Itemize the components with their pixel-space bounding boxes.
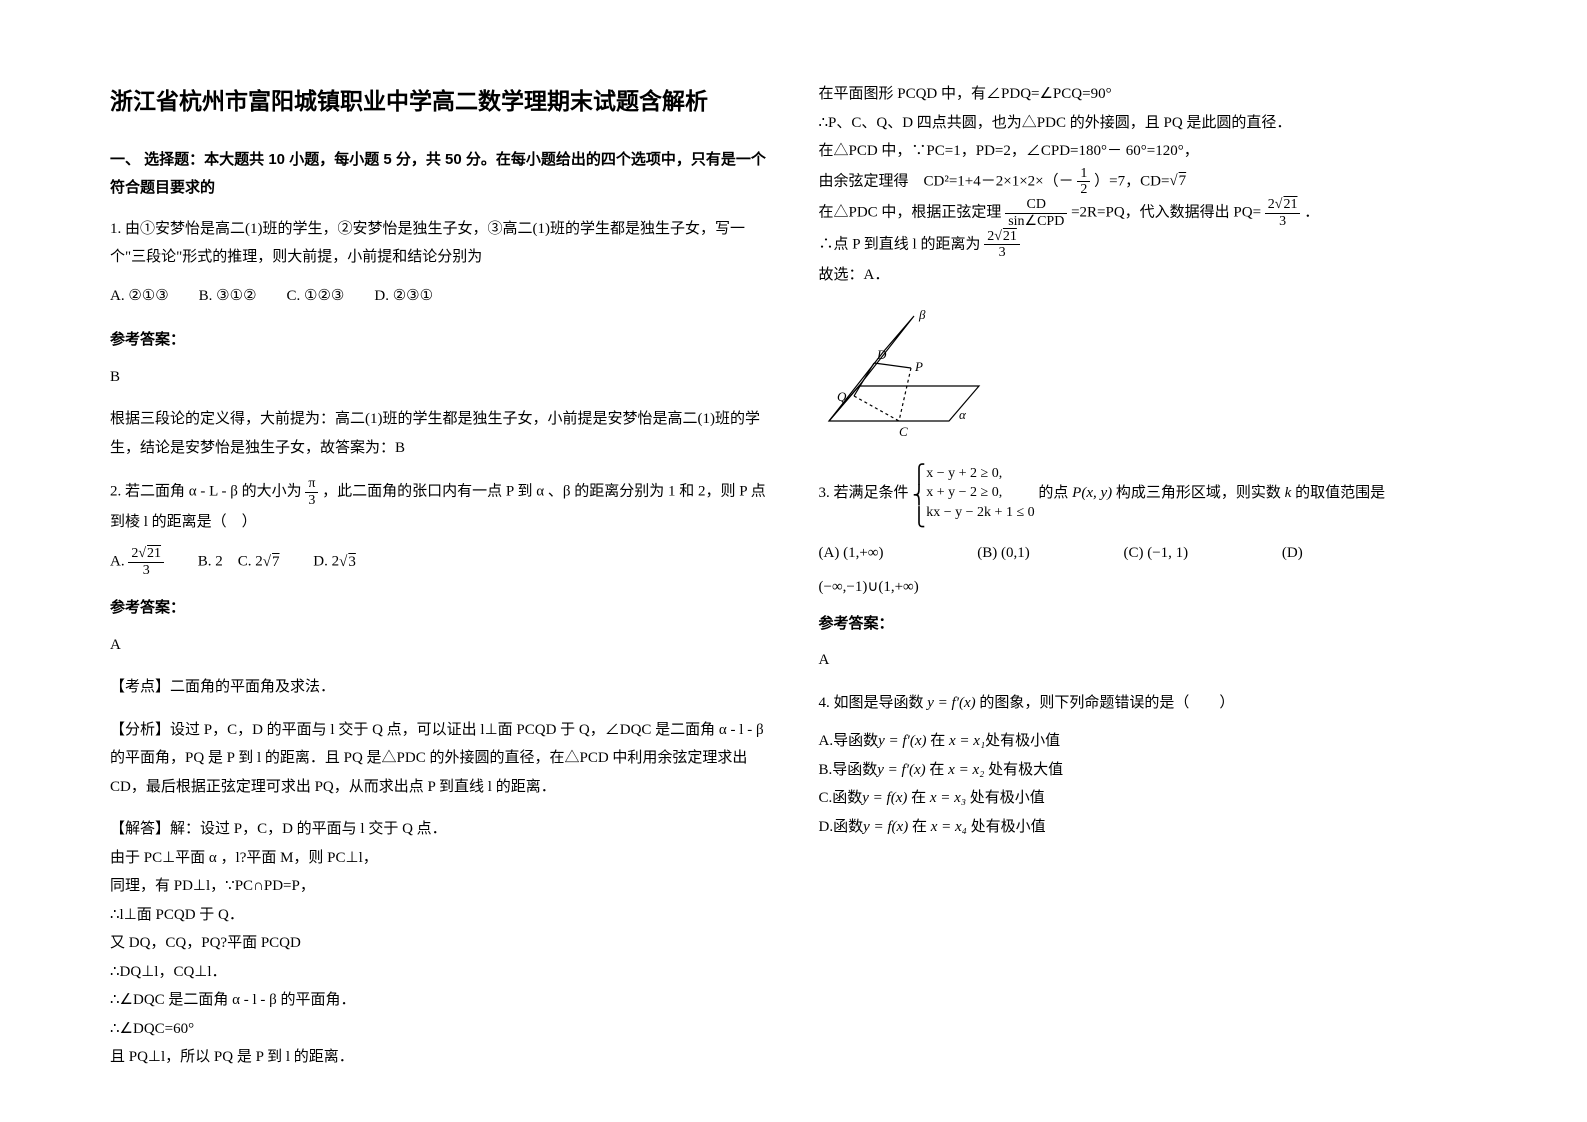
- section-1-title: 一、 选择题：本大题共 10 小题，每小题 5 分，共 50 分。在每小题给出的…: [110, 146, 769, 203]
- q2-text: 2. 若二面角 α - L - β 的大小为 π 3 ，此二面角的张口内有一点 …: [110, 476, 769, 536]
- frac-den: 3: [305, 493, 318, 508]
- q1-answer-label: 参考答案：: [110, 326, 769, 355]
- frac-2s21-3: 221 3: [1265, 197, 1301, 229]
- c2-l7: 故选：A．: [819, 261, 1478, 290]
- q2-s1: 【解答】解：设过 P，C，D 的平面与 l 交于 Q 点．: [110, 815, 769, 844]
- q2-opt-rest: B. 2 C. 2: [168, 554, 263, 570]
- svg-text:β: β: [918, 307, 926, 322]
- q1-text: 1. 由①安梦怡是高二(1)班的学生，②安梦怡是独生子女，③高二(1)班的学生都…: [110, 215, 769, 272]
- q2-s5: 又 DQ，CQ，PQ?平面 PCQD: [110, 929, 769, 958]
- svg-text:C: C: [899, 424, 908, 439]
- q4-C: C.函数y = f(x) 在 x = x₃ 处有极小值: [819, 784, 1478, 813]
- q1-explain: 根据三段论的定义得，大前提为：高二(1)班的学生都是独生子女，小前提是安梦怡是高…: [110, 405, 769, 462]
- q4-text: 4. 如图是导函数 y = f′(x) 的图象，则下列命题错误的是（ ）: [819, 689, 1478, 718]
- q3-system: x − y + 2 ≥ 0, x + y − 2 ≥ 0, kx − y − 2…: [912, 464, 1034, 523]
- frac-cd-sin: CD sin∠CPD: [1005, 197, 1067, 229]
- frac-num: 221: [128, 546, 164, 562]
- q4-B: B.导函数y = f′(x) 在 x = x₂ 处有极大值: [819, 756, 1478, 785]
- c2-l5: 在△PDC 中，根据正弦定理 CD sin∠CPD =2R=PQ，代入数据得出 …: [819, 197, 1478, 229]
- figure-svg: β D P Q C α: [819, 301, 999, 441]
- q2-answer-label: 参考答案：: [110, 594, 769, 623]
- q2-s9: 且 PQ⊥l，所以 PQ 是 P 到 l 的距离．: [110, 1043, 769, 1072]
- q2-optA-frac: 221 3: [128, 546, 164, 578]
- q3-optD2: (−∞,−1)∪(1,+∞): [819, 573, 1478, 602]
- q2-answer: A: [110, 631, 769, 660]
- c2-l4: 由余弦定理得 CD²=1+4－2×1×2×（－ 1 2 ）=7，CD=7: [819, 166, 1478, 198]
- q2-s2: 由于 PC⊥平面 α ，l?平面 M，则 PC⊥l，: [110, 844, 769, 873]
- q2-opt-rest2: D. 2: [283, 554, 339, 570]
- q2-s8: ∴∠DQC=60°: [110, 1015, 769, 1044]
- q2-s3: 同理，有 PD⊥l，∵PC∩PD=P，: [110, 872, 769, 901]
- pi-over-3: π 3: [305, 476, 318, 508]
- q1-options: A. ②①③ B. ③①② C. ①②③ D. ②③①: [110, 282, 769, 311]
- q3-answer-label: 参考答案：: [819, 610, 1478, 639]
- sqrt7: 7: [271, 554, 280, 570]
- q2-intro: 2. 若二面角 α - L - β 的大小为: [110, 484, 302, 500]
- svg-text:P: P: [914, 359, 923, 374]
- svg-text:D: D: [876, 347, 887, 362]
- c2-l3: 在△PCD 中，∵PC=1，PD=2，∠CPD=180°－ 60°=120°，: [819, 137, 1478, 166]
- svg-text:Q: Q: [837, 389, 847, 404]
- q2-point: 【考点】二面角的平面角及求法．: [110, 673, 769, 702]
- sqrt3: 3: [347, 554, 356, 570]
- doc-title: 浙江省杭州市富阳城镇职业中学高二数学理期末试题含解析: [110, 80, 769, 124]
- q3-options-row1: (A) (1,+∞) (B) (0,1) (C) (−1, 1) (D): [819, 539, 1478, 568]
- q2-optA-pre: A.: [110, 554, 128, 570]
- frac-num: π: [305, 476, 318, 492]
- q4-A: A.导函数y = f′(x) 在 x = x₁处有极小值: [819, 727, 1478, 756]
- q2-s4: ∴l⊥面 PCQD 于 Q．: [110, 901, 769, 930]
- q2-options: A. 221 3 B. 2 C. 2 7 D. 2 3: [110, 546, 769, 578]
- q3-text: 3. 若满足条件 x − y + 2 ≥ 0, x + y − 2 ≥ 0, k…: [819, 464, 1478, 523]
- c2-l6: ∴点 P 到直线 l 的距离为 221 3: [819, 229, 1478, 261]
- frac-den: 3: [128, 563, 164, 578]
- c2-l1: 在平面图形 PCQD 中，有∠PDQ=∠PCQ=90°: [819, 80, 1478, 109]
- q4-D: D.函数y = f(x) 在 x = x₄ 处有极小值: [819, 813, 1478, 842]
- q3-answer: A: [819, 646, 1478, 675]
- c2-l2: ∴P、C、Q、D 四点共圆，也为△PDC 的外接圆，且 PQ 是此圆的直径．: [819, 109, 1478, 138]
- frac-2s21-3b: 221 3: [984, 229, 1020, 261]
- frac-1-2: 1 2: [1077, 166, 1090, 198]
- left-column: 浙江省杭州市富阳城镇职业中学高二数学理期末试题含解析 一、 选择题：本大题共 1…: [110, 80, 769, 1082]
- q2-s6: ∴DQ⊥l，CQ⊥l．: [110, 958, 769, 987]
- q1-answer: B: [110, 363, 769, 392]
- svg-text:α: α: [959, 407, 967, 422]
- right-column: 在平面图形 PCQD 中，有∠PDQ=∠PCQ=90° ∴P、C、Q、D 四点共…: [819, 80, 1478, 1082]
- q2-s7: ∴∠DQC 是二面角 α - l - β 的平面角．: [110, 986, 769, 1015]
- q2-analysis: 【分析】设过 P，C，D 的平面与 l 交于 Q 点，可以证出 l⊥面 PCQD…: [110, 716, 769, 802]
- dihedral-figure: β D P Q C α: [819, 301, 1478, 452]
